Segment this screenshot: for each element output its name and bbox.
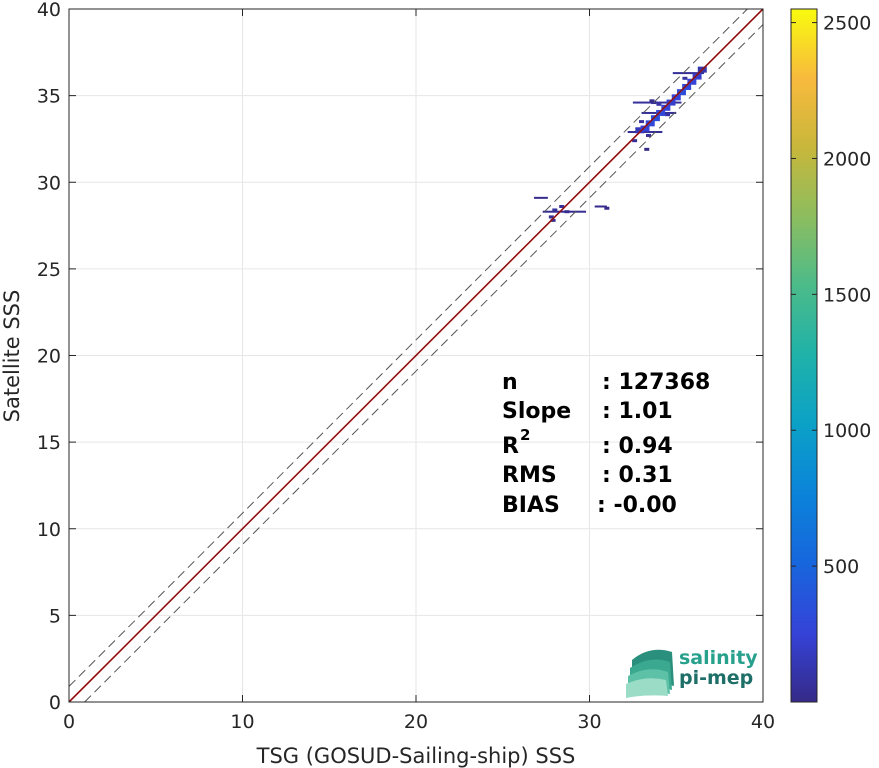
- y-tick-label: 10: [37, 519, 61, 541]
- stat-r2-sup: 2: [520, 426, 530, 444]
- density-cell: [671, 94, 681, 101]
- x-tick-label: 20: [404, 711, 428, 733]
- x-axis-ticks: 0 10 20 30 40: [63, 9, 775, 733]
- density-streak: [632, 101, 682, 104]
- density-cell: [661, 104, 671, 111]
- y-tick-label: 15: [37, 432, 61, 454]
- stat-slope-value: : 1.01: [602, 399, 673, 424]
- density-cell: [650, 115, 660, 122]
- density-cell: [656, 109, 666, 116]
- density-cell: [649, 99, 655, 103]
- dashed-bound-line: [84, 24, 764, 703]
- density-streak: [594, 205, 607, 208]
- x-tick-label: 0: [63, 711, 75, 733]
- stat-rms-value: : 0.31: [602, 463, 673, 488]
- density-cell: [559, 205, 565, 209]
- density-cell: [644, 147, 650, 151]
- density-cell: [632, 139, 638, 143]
- stat-rms-label: RMS: [502, 463, 557, 488]
- stat-bias-value: : -0.00: [597, 493, 677, 518]
- density-streak: [533, 196, 548, 199]
- reference-lines: [68, 8, 764, 703]
- density-cell: [635, 127, 645, 134]
- density-cells: [533, 66, 707, 222]
- density-streak: [542, 210, 587, 213]
- logo-text-salinity: salinity: [679, 647, 758, 669]
- x-tick-label: 40: [751, 711, 775, 733]
- fit-line: [68, 8, 764, 703]
- y-tick-label: 25: [37, 259, 61, 281]
- x-tick-label: 10: [230, 711, 254, 733]
- salinity-pi-mep-logo: salinity pi-mep: [626, 647, 758, 698]
- colorbar-ticks: 500 1000 1500 2000 2500: [791, 13, 871, 578]
- logo-waves-icon: [626, 649, 674, 698]
- y-tick-label: 35: [37, 86, 61, 108]
- density-cell: [666, 99, 676, 106]
- density-cell: [640, 125, 650, 132]
- density-cell: [665, 113, 671, 117]
- stat-n-value: : 127368: [602, 370, 710, 395]
- stat-slope-label: Slope: [502, 399, 571, 424]
- y-axis-ticks: 0 5 10 15 20 25 30 35 40: [37, 0, 763, 714]
- density-cell: [645, 133, 651, 137]
- density-cell: [645, 120, 655, 127]
- density-streak: [627, 131, 663, 134]
- density-cell: [692, 73, 702, 80]
- y-tick-label: 0: [49, 692, 61, 714]
- colorbar-tick-label: 2500: [823, 13, 871, 35]
- density-cell: [687, 78, 697, 85]
- colorbar: [790, 8, 818, 703]
- dashed-bound-line: [68, 8, 748, 687]
- density-cell: [564, 210, 570, 214]
- density-cell: [604, 206, 610, 210]
- y-tick-label: 30: [37, 172, 61, 194]
- stat-n-label: n: [502, 370, 518, 395]
- y-tick-label: 40: [37, 0, 61, 21]
- colorbar-tick-label: 1000: [823, 420, 871, 442]
- density-cell: [682, 76, 688, 80]
- x-tick-label: 30: [577, 711, 601, 733]
- density-cell: [548, 215, 554, 219]
- density-cell: [639, 120, 645, 124]
- density-cell: [550, 218, 556, 222]
- density-streak: [672, 72, 705, 75]
- density-cell: [656, 102, 662, 106]
- stats-box: n : 127368 Slope : 1.01 R 2 : 0.94 RMS :…: [502, 370, 710, 518]
- colorbar-tick-label: 2000: [823, 148, 871, 170]
- logo-text-pi-mep: pi-mep: [679, 667, 753, 689]
- stat-bias-label: BIAS: [502, 493, 560, 518]
- colorbar-tick-label: 1500: [823, 284, 871, 306]
- stat-r2-label: R: [502, 434, 519, 459]
- density-cell: [682, 83, 692, 90]
- colorbar-tick-label: 500: [823, 556, 859, 578]
- x-axis-label: TSG (GOSUD-Sailing-ship) SSS: [256, 744, 576, 768]
- density-cell: [552, 208, 558, 212]
- y-axis-label: Satellite SSS: [0, 290, 24, 423]
- stat-r2-value: : 0.94: [602, 434, 673, 459]
- density-cell: [676, 89, 686, 96]
- y-tick-label: 20: [37, 346, 61, 368]
- y-tick-label: 5: [49, 605, 61, 627]
